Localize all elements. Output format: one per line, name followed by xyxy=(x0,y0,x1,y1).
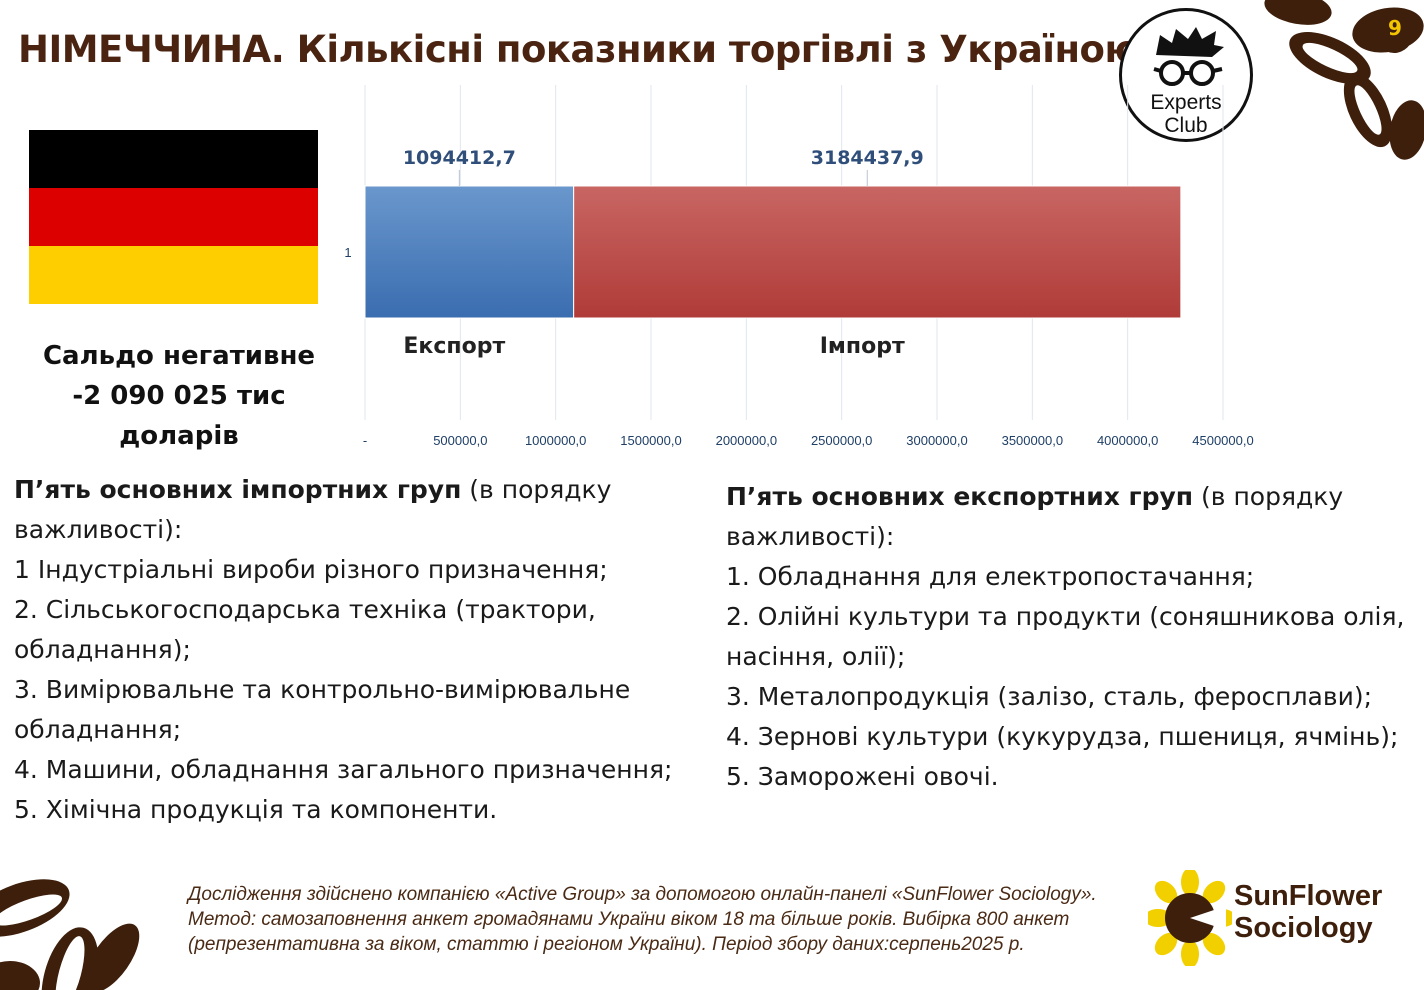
balance-label: Сальдо негативне xyxy=(42,341,316,371)
x-tick-label-3: 1500000,0 xyxy=(620,433,681,448)
exports-heading-bold: П’ять основних експортних груп xyxy=(726,482,1194,511)
flag-stripe-red xyxy=(29,188,318,246)
germany-flag xyxy=(29,130,318,304)
imports-heading-rest: (в порядку важливості): xyxy=(14,475,612,544)
x-tick-label-7: 3500000,0 xyxy=(1002,433,1063,448)
brand-line-1: SunFlower xyxy=(1234,880,1383,912)
flower-corner-bottom-icon xyxy=(0,879,140,990)
logo-text-experts: Experts xyxy=(1150,91,1222,114)
x-tick-label-9: 4500000,0 xyxy=(1192,433,1253,448)
exports-item-3: 3. Металопродукція (залізо, сталь, ферос… xyxy=(726,682,1373,711)
experts-club-logo: Experts Club xyxy=(1119,8,1253,142)
glasses-face-icon xyxy=(1153,27,1224,86)
data-label-import: 3184437,9 xyxy=(811,147,924,169)
x-tick-label-5: 2500000,0 xyxy=(811,433,872,448)
imports-item-1: 1 Індустріальні вироби різного призначен… xyxy=(14,555,608,584)
imports-section: П’ять основних імпортних груп (в порядку… xyxy=(14,470,714,830)
x-tick-label-6: 3000000,0 xyxy=(906,433,967,448)
flower-corner-top-icon xyxy=(1264,0,1424,160)
exports-item-4: 4. Зернові культури (кукурудза, пшениця,… xyxy=(726,722,1399,751)
imports-item-4: 4. Машини, обладнання загального признач… xyxy=(14,755,673,784)
brand-line-2: Sociology xyxy=(1234,912,1373,944)
exports-heading-rest: (в порядку важливості): xyxy=(726,482,1344,551)
methodology-note: Дослідження здійснено компанією «Active … xyxy=(188,884,1097,955)
balance-value: -2 090 025 тис доларів xyxy=(72,381,286,451)
imports-heading: П’ять основних імпортних груп (в порядку… xyxy=(14,470,714,550)
imports-item-2: 2. Сільськогосподарська техніка (трактор… xyxy=(14,595,596,664)
trade-bar-chart: 1094412,7 Експорт 3184437,9 Імпорт - 500000,… xyxy=(344,85,1254,448)
x-tick-label-0: - xyxy=(363,433,367,448)
sunflower-icon xyxy=(1148,870,1232,966)
sunflower-brand: SunFlower Sociology xyxy=(1234,880,1382,944)
series-label-import: Імпорт xyxy=(820,334,905,359)
series-label-export: Експорт xyxy=(403,334,505,359)
flag-stripe-gold xyxy=(29,246,318,304)
page-number: 9 xyxy=(1388,16,1402,40)
exports-item-5: 5. Заморожені овочі. xyxy=(726,762,999,791)
logo-text-club: Club xyxy=(1164,114,1208,137)
x-tick-label-4: 2000000,0 xyxy=(716,433,777,448)
exports-heading: П’ять основних експортних груп (в порядк… xyxy=(726,477,1424,557)
exports-item-1: 1. Обладнання для електропостачання; xyxy=(726,562,1255,591)
exports-section: П’ять основних експортних груп (в порядк… xyxy=(726,477,1424,797)
bar-export xyxy=(364,185,575,319)
flag-stripe-black xyxy=(29,130,318,188)
x-tick-label-8: 4000000,0 xyxy=(1097,433,1158,448)
trade-balance: Сальдо негативне -2 090 025 тис доларів xyxy=(14,336,344,456)
page-title: НІМЕЧЧИНА. Кількісні показники торгівлі … xyxy=(18,28,1140,71)
imports-item-3: 3. Вимірювальне та контрольно-вимірюваль… xyxy=(14,675,631,744)
data-label-export: 1094412,7 xyxy=(403,147,516,169)
bar-import xyxy=(573,185,1182,319)
x-tick-label-1: 500000,0 xyxy=(433,433,487,448)
imports-item-5: 5. Хімічна продукція та компоненти. xyxy=(14,795,498,824)
x-tick-label-2: 1000000,0 xyxy=(525,433,586,448)
imports-heading-bold: П’ять основних імпортних груп xyxy=(14,475,462,504)
y-category-label: 1 xyxy=(344,245,351,260)
exports-item-2: 2. Олійні культури та продукти (соняшник… xyxy=(726,602,1405,671)
